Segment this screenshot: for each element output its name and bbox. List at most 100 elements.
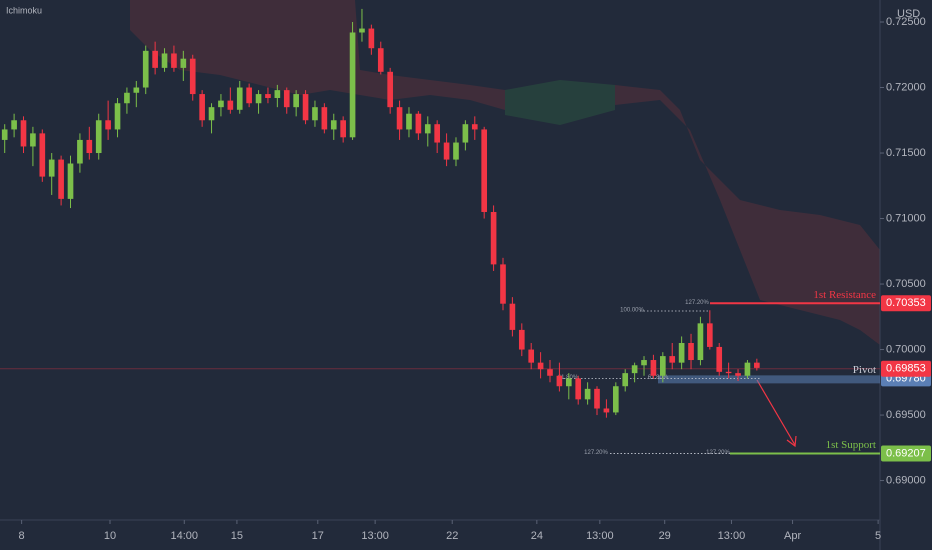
candle-body [302,94,309,121]
level-name: 1st Resistance [813,289,876,301]
candle-body [481,129,488,212]
y-tick-label: 0.71000 [886,212,926,224]
candle-body [86,139,93,154]
candle-body [490,211,497,265]
candle-body [283,90,290,108]
candle-body [293,94,299,108]
candle-body [603,408,610,413]
candle-body [180,58,187,68]
level-price: 0.70353 [886,297,926,309]
candle-body [77,139,83,164]
candle-body [650,360,657,376]
level-name: Pivot [853,364,876,376]
candle-body [236,87,243,110]
candle-body [443,142,450,160]
candle-body [218,100,224,108]
indicator-label: Ichimoku [6,5,42,15]
y-tick-label: 0.69500 [886,409,926,421]
candle-body [312,107,318,121]
candle-body [471,124,478,130]
candle-body [424,124,431,134]
candle-body [565,378,572,387]
candle-body [246,87,252,104]
candle-body [678,342,685,363]
candle-body [612,386,619,413]
candle-body [39,133,46,177]
level-price: 0.69207 [886,447,926,459]
currency-label: USD [897,8,920,20]
candle-body [641,360,647,366]
candle-body [124,92,130,104]
x-tick-label: 5 [875,530,881,542]
candle-body [462,124,469,143]
candle-body [500,264,506,304]
candle-body [20,120,27,147]
candle-body [95,120,102,154]
candle-body [584,388,591,400]
candle-body [349,32,356,138]
x-tick-label: 13:00 [361,530,389,542]
candle-body [415,113,422,134]
candle-body [58,159,64,199]
candle-body [453,142,459,160]
ichimoku-cloud [130,0,880,345]
candle-body [660,356,666,376]
candle-body [688,342,694,361]
x-tick-label: 29 [659,530,671,542]
candle-body [30,133,36,147]
candle-body [67,163,74,199]
candle-body [199,94,205,121]
candle-body [707,323,713,347]
candle-body [744,362,751,376]
candle-body [133,87,140,93]
candle-body [754,362,760,368]
candle-body [556,375,563,387]
candle-body [114,103,121,130]
fib-label: 100.00% [620,308,644,314]
x-tick-label: 8 [19,530,25,542]
candle-body [697,323,704,361]
candle-body [509,303,516,330]
candle-body [725,371,732,374]
level-name: 1st Support [826,439,876,451]
fib-label: 61.80% [648,375,669,381]
x-tick-label: 24 [531,530,543,542]
candle-body [171,53,177,68]
candle-body [208,107,215,121]
x-tick-label: 17 [312,530,324,542]
y-tick-label: 0.72000 [886,81,926,93]
candle-body [105,120,111,130]
y-tick-label: 0.70000 [886,343,926,355]
current-price: 0.69853 [886,363,926,375]
candle-body [575,378,582,400]
x-tick-label: Apr [784,530,801,542]
candle-body [735,373,741,376]
candle-body [11,120,17,130]
y-tick-label: 0.71500 [886,147,926,159]
candle-body [321,107,328,130]
candle-body [387,71,393,108]
pivot-zone [658,375,880,384]
candle-body [359,28,365,33]
level-price-box [881,445,931,462]
candle-body [669,356,676,363]
x-tick-label: 15 [231,530,243,542]
candle-body [227,100,234,110]
candle-body [547,369,553,376]
candle-body [48,159,55,177]
candle-body [518,329,525,350]
candle-body [377,48,384,72]
candle-body [142,50,149,88]
candle-body [255,94,262,104]
arrow-head [786,435,797,448]
candle-body [396,107,403,130]
candle-body [161,53,168,68]
current-price-box [881,360,931,377]
x-tick-label: 22 [446,530,458,542]
candle-body [330,120,337,130]
x-tick-label: 13:00 [718,530,746,542]
y-tick-label: 0.69000 [886,474,926,486]
x-tick-label: 14:00 [171,530,199,542]
